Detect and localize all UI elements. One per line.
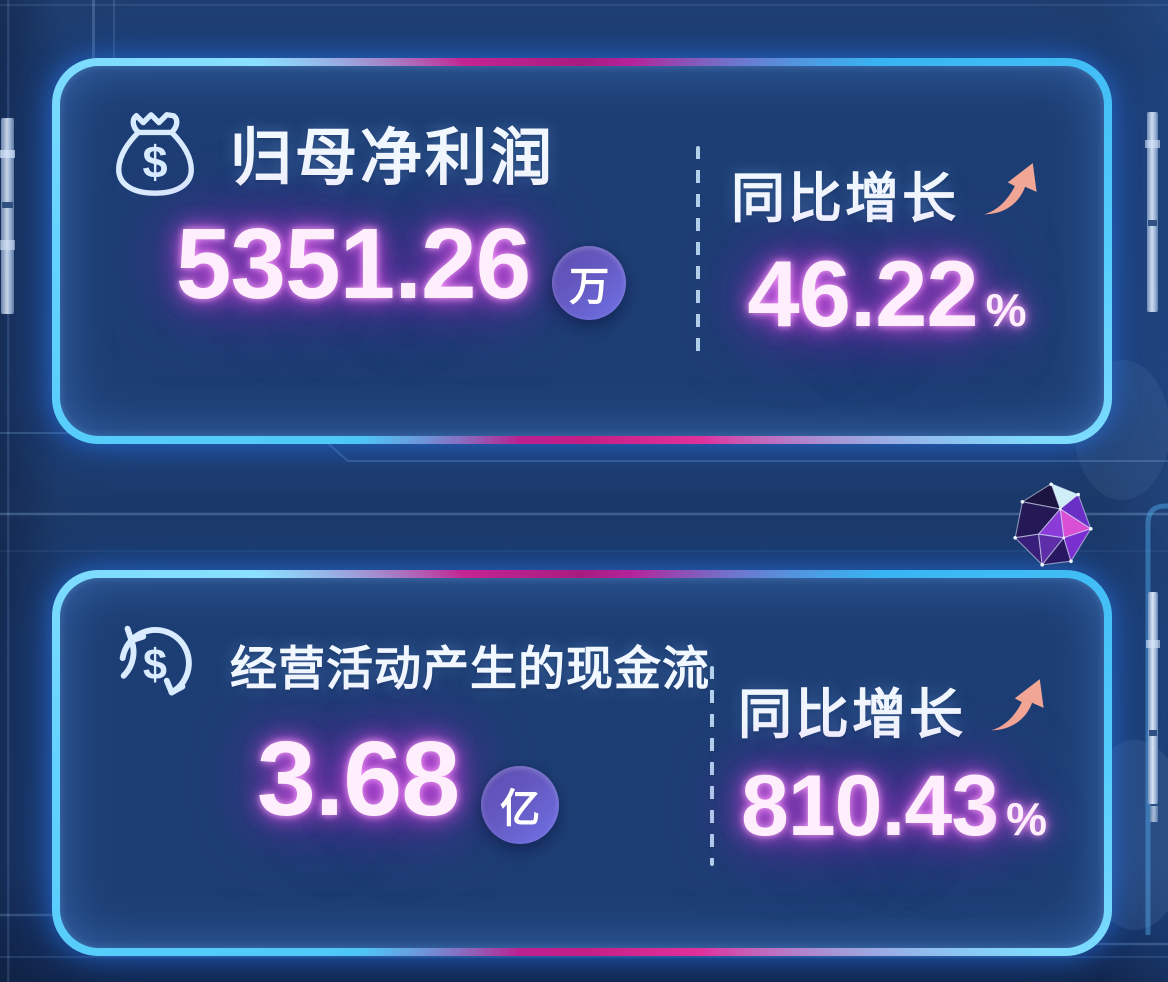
kpi-card-net-profit-body: $ 归母净利润 5351.26 万 同比增长 46.22 (60, 66, 1104, 436)
yoy-growth-label: 同比增长 (738, 685, 966, 746)
dashed-divider (696, 146, 700, 362)
kpi-card-operating-cash-flow: $ 经营活动产生的现金流 3.68 亿 同比增长 810. (52, 570, 1112, 956)
metric-value: 5351.26 (175, 208, 531, 320)
yoy-growth-value: 810.43 (741, 758, 999, 855)
trend-up-arrow-icon (984, 162, 1037, 214)
metric-label: 归母净利润 (230, 124, 556, 193)
cash-cycle-icon: $ (119, 625, 192, 696)
svg-text:$: $ (143, 642, 167, 690)
metric-value: 3.68 (256, 720, 460, 838)
right-metal-rail-top (1145, 112, 1160, 312)
kpi-card-net-profit: $ 归母净利润 5351.26 万 同比增长 46.22 (52, 58, 1112, 444)
unit-badge: 亿 (481, 766, 560, 844)
yoy-growth-label: 同比增长 (731, 169, 959, 230)
kpi-card-operating-cash-flow-body: $ 经营活动产生的现金流 3.68 亿 同比增长 810. (60, 578, 1104, 948)
crystal-gem-decoration (1013, 482, 1093, 567)
percent-sign: % (985, 284, 1027, 337)
money-bag-icon: $ (116, 112, 194, 196)
dashed-divider (710, 666, 714, 866)
trend-up-arrow-icon (991, 678, 1044, 731)
metric-label: 经营活动产生的现金流 (230, 641, 710, 695)
percent-sign: % (1006, 793, 1047, 846)
svg-text:$: $ (142, 136, 167, 187)
unit-badge: 万 (552, 246, 627, 320)
yoy-growth-value: 46.22 (747, 241, 978, 347)
right-metal-rail-bottom (1146, 592, 1160, 822)
left-metal-rail (0, 118, 15, 314)
